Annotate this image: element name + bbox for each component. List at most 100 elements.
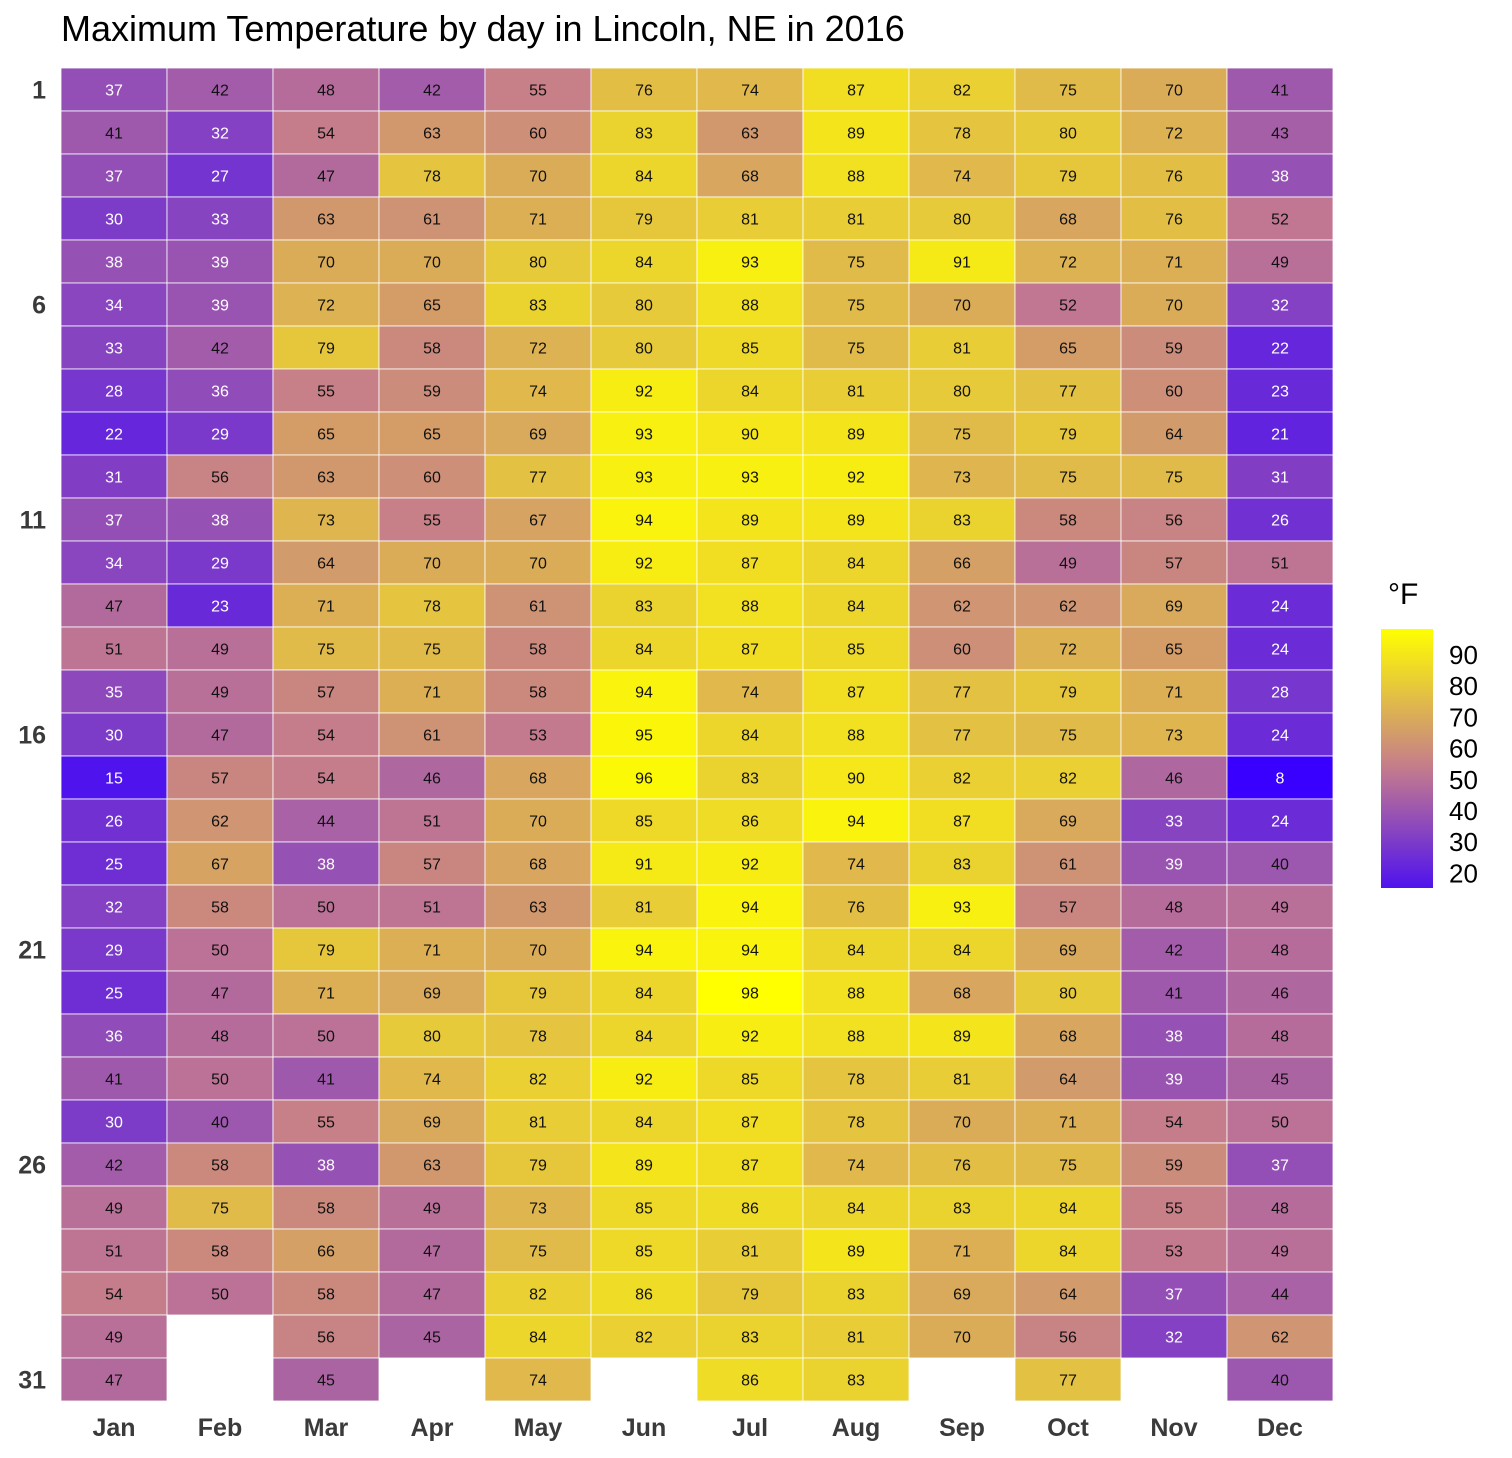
cell-value-label: 26	[1271, 513, 1289, 530]
cell-value-label: 28	[1271, 685, 1289, 702]
cell-value-label: 76	[635, 83, 653, 100]
cell-value-label: 71	[423, 943, 441, 960]
cell-value-label: 70	[953, 298, 971, 315]
cell-value-label: 85	[741, 341, 759, 358]
cell-value-label: 89	[847, 513, 865, 530]
cell-value-label: 77	[1059, 1373, 1077, 1390]
cell-value-label: 72	[529, 341, 547, 358]
cell-value-label: 80	[635, 298, 653, 315]
cell-value-label: 81	[847, 212, 865, 229]
cell-value-label: 84	[847, 556, 865, 573]
cell-value-label: 44	[1271, 1287, 1289, 1304]
y-tick-label: 6	[32, 292, 46, 320]
cell-value-label: 62	[1271, 1330, 1289, 1347]
cell-value-label: 55	[317, 384, 335, 401]
cell-value-label: 47	[105, 1373, 123, 1390]
x-tick-label: Aug	[832, 1414, 881, 1442]
cell-value-label: 80	[1059, 986, 1077, 1003]
cell-value-label: 79	[317, 341, 335, 358]
cell-value-label: 83	[529, 298, 547, 315]
cell-value-label: 58	[317, 1201, 335, 1218]
legend-tick-label: 80	[1449, 671, 1478, 701]
cell-value-label: 77	[953, 728, 971, 745]
cell-value-label: 75	[1059, 83, 1077, 100]
cell-value-label: 75	[847, 341, 865, 358]
cell-value-label: 36	[105, 1029, 123, 1046]
cell-value-label: 70	[423, 255, 441, 272]
cell-value-label: 83	[635, 126, 653, 143]
x-tick-label: Oct	[1047, 1414, 1089, 1442]
cell-value-label: 56	[1059, 1330, 1077, 1347]
legend-tick-label: 70	[1449, 702, 1478, 732]
cell-value-label: 85	[741, 1072, 759, 1089]
cell-value-label: 29	[211, 427, 229, 444]
cell-value-label: 72	[1059, 642, 1077, 659]
x-tick-label: Mar	[304, 1414, 349, 1442]
y-tick-label: 21	[18, 937, 46, 965]
cell-value-label: 93	[635, 470, 653, 487]
cell-value-label: 70	[529, 556, 547, 573]
cell-value-label: 71	[317, 986, 335, 1003]
cell-value-label: 87	[953, 814, 971, 831]
cell-value-label: 76	[1165, 169, 1183, 186]
y-tick-label: 26	[18, 1152, 46, 1180]
x-tick-label: Nov	[1150, 1414, 1197, 1442]
cell-value-label: 88	[847, 986, 865, 1003]
cell-value-label: 58	[317, 1287, 335, 1304]
cell-value-label: 38	[317, 1158, 335, 1175]
cell-value-label: 55	[529, 83, 547, 100]
cell-value-label: 65	[317, 427, 335, 444]
cell-value-label: 64	[1059, 1072, 1077, 1089]
cell-value-label: 83	[741, 771, 759, 788]
cell-value-label: 47	[317, 169, 335, 186]
cell-value-label: 77	[1059, 384, 1077, 401]
cell-value-label: 68	[1059, 212, 1077, 229]
cell-value-label: 44	[317, 814, 335, 831]
cell-value-label: 70	[529, 943, 547, 960]
cell-value-label: 77	[529, 470, 547, 487]
cell-value-label: 22	[1271, 341, 1289, 358]
cell-value-label: 68	[953, 986, 971, 1003]
cell-value-label: 84	[635, 255, 653, 272]
cell-value-label: 38	[317, 857, 335, 874]
cell-value-label: 73	[1165, 728, 1183, 745]
cell-value-label: 74	[847, 857, 865, 874]
cell-value-label: 61	[423, 212, 441, 229]
cell-value-label: 82	[529, 1072, 547, 1089]
legend-tick-label: 30	[1449, 827, 1478, 857]
cell-value-label: 74	[953, 169, 971, 186]
cell-value-label: 70	[529, 169, 547, 186]
cell-value-label: 82	[529, 1287, 547, 1304]
cell-value-label: 63	[741, 126, 759, 143]
cell-value-label: 63	[317, 212, 335, 229]
cell-value-label: 63	[529, 900, 547, 917]
legend-tick-labels: 9080706050403020	[1449, 640, 1478, 888]
cell-value-label: 49	[105, 1330, 123, 1347]
cell-value-label: 54	[317, 126, 335, 143]
cell-value-label: 39	[211, 298, 229, 315]
cell-value-label: 37	[105, 513, 123, 530]
cell-value-label: 82	[953, 83, 971, 100]
cell-value-label: 79	[317, 943, 335, 960]
cell-value-label: 32	[1271, 298, 1289, 315]
legend-tick-label: 60	[1449, 734, 1478, 764]
cell-value-label: 80	[953, 212, 971, 229]
cell-value-label: 63	[423, 126, 441, 143]
cell-value-label: 81	[635, 900, 653, 917]
cell-value-label: 76	[953, 1158, 971, 1175]
cell-value-label: 35	[105, 685, 123, 702]
cell-value-label: 60	[423, 470, 441, 487]
cell-value-label: 69	[423, 986, 441, 1003]
cell-value-label: 51	[105, 1244, 123, 1261]
cell-value-label: 94	[635, 943, 653, 960]
cell-value-label: 48	[1165, 900, 1183, 917]
cell-value-label: 21	[1271, 427, 1289, 444]
cell-value-label: 75	[529, 1244, 547, 1261]
cell-value-label: 80	[529, 255, 547, 272]
cell-value-label: 26	[105, 814, 123, 831]
cell-value-label: 41	[1165, 986, 1183, 1003]
cell-value-label: 50	[211, 1287, 229, 1304]
cell-value-label: 58	[211, 900, 229, 917]
y-tick-label: 1	[32, 77, 46, 105]
cell-value-label: 96	[635, 771, 653, 788]
